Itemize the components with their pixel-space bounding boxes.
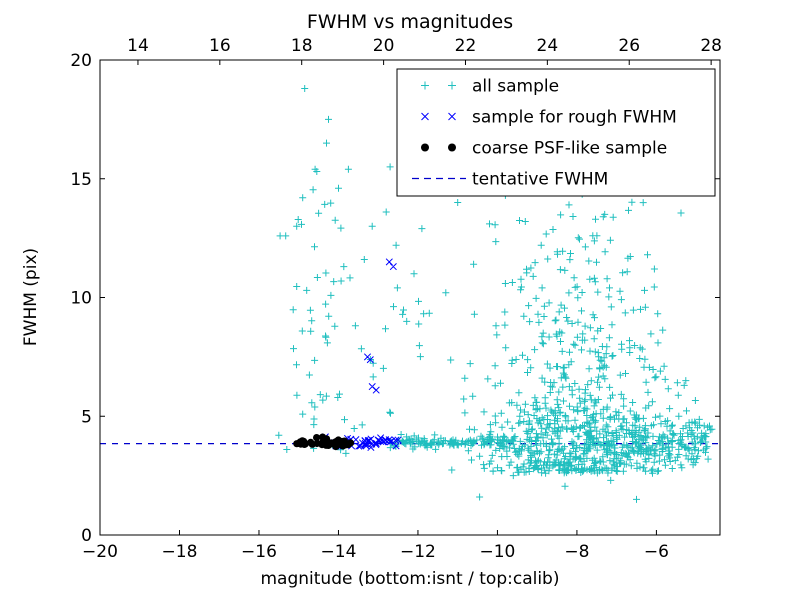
x-tick-label-top: 18 <box>291 36 313 56</box>
psf-sample-point <box>313 434 321 442</box>
legend-marker-x <box>421 112 429 121</box>
axes: −20 −18 −16 −14 −12 −10 −8 −6 14 16 18 20 22 24 26 28 0 5… <box>70 36 722 562</box>
x-tick-label-top: 16 <box>209 36 231 56</box>
x-tick-label-top: 22 <box>455 36 477 56</box>
y-axis-label: FWHM (pix) <box>21 248 41 346</box>
psf-sample-point <box>307 438 315 446</box>
legend-marker-dot <box>448 143 456 152</box>
legend-marker-dot <box>421 143 429 152</box>
psf-sample-point <box>338 439 346 447</box>
psf-sample-point <box>300 437 308 445</box>
series-all-sample <box>275 85 716 503</box>
legend-item-label: sample for rough FWHM <box>472 108 677 128</box>
legend-box <box>396 68 716 197</box>
x-tick-label-bottom: −16 <box>241 542 277 562</box>
x-tick-label-bottom: −10 <box>479 542 515 562</box>
x-tick-label-top: 20 <box>373 36 395 56</box>
y-tick-label: 20 <box>70 51 92 71</box>
y-tick-label: 15 <box>70 170 92 190</box>
x-tick-label-bottom: −8 <box>564 542 589 562</box>
x-axis-label: magnitude (bottom:isnt / top:calib) <box>261 569 560 589</box>
series-sample-for-rough-fwhm <box>321 258 402 451</box>
x-tick-label-top: 28 <box>700 36 722 56</box>
x-tick-label-bottom: −12 <box>400 542 436 562</box>
y-tick-label: 5 <box>81 407 92 427</box>
all-sample-points <box>275 85 716 503</box>
y-tick-label: 0 <box>81 526 92 546</box>
series-coarse-psf-like-sample <box>293 433 355 451</box>
x-tick-label-top: 14 <box>127 36 149 56</box>
legend-marker-plus <box>448 81 456 90</box>
x-tick-label-bottom: −20 <box>82 542 118 562</box>
legend-item-label: coarse PSF-like sample <box>472 139 667 159</box>
legend: all sample sample for rough FWHM coarse PS… <box>396 68 716 197</box>
legend-marker-plus <box>421 81 429 90</box>
x-tick-label-top: 26 <box>618 36 640 56</box>
rough-fwhm-points <box>321 258 402 451</box>
legend-item-label: tentative FWHM <box>472 170 608 190</box>
psf-sample-point <box>326 440 334 448</box>
legend-item-label: all sample <box>472 77 559 97</box>
x-tick-label-bottom: −14 <box>321 542 357 562</box>
x-tick-label-bottom: −6 <box>644 542 669 562</box>
x-tick-label-top: 24 <box>537 36 559 56</box>
y-tick-label: 10 <box>70 289 92 309</box>
chart-title: FWHM vs magnitudes <box>307 11 513 33</box>
legend-marker-x <box>448 112 456 121</box>
x-tick-label-bottom: −18 <box>162 542 198 562</box>
